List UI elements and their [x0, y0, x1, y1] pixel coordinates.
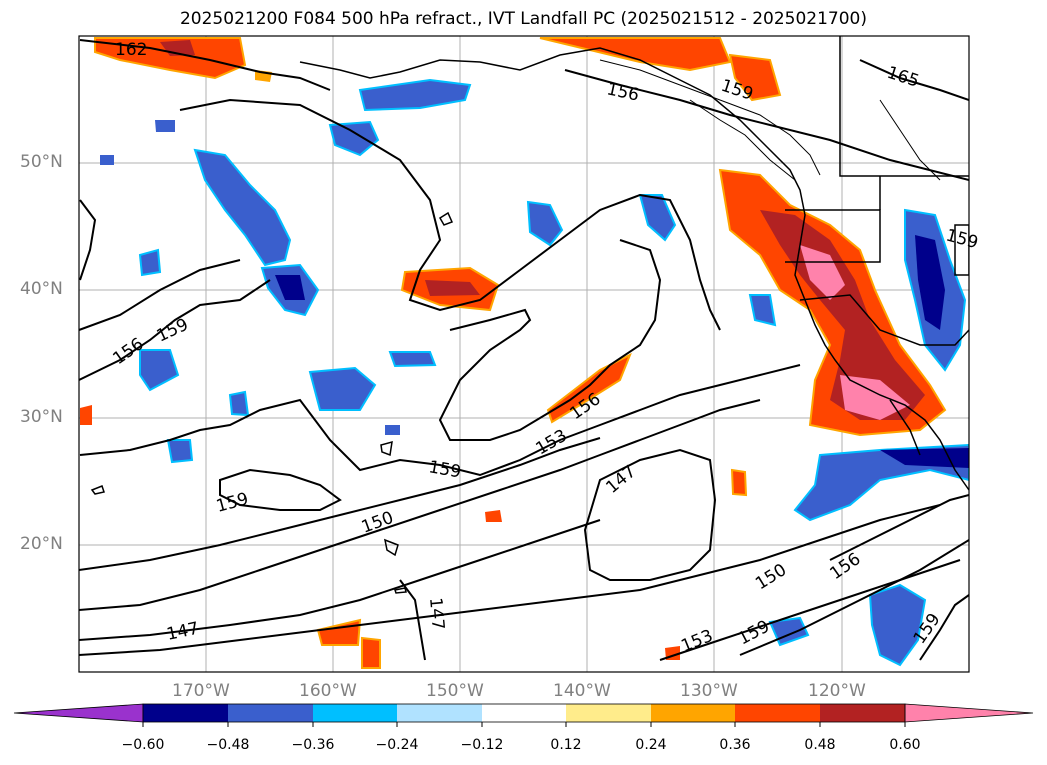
colorbar-segment [735, 704, 820, 722]
lat-label: 20°N [20, 534, 63, 554]
colorbar-tick-label: 0.24 [635, 737, 667, 753]
refractivity-contours [79, 39, 969, 661]
lat-label: 40°N [20, 279, 63, 299]
colorbar-segment [143, 704, 228, 722]
colorbar-tick-label: 0.12 [550, 737, 582, 753]
colorbar-segment [397, 704, 482, 722]
colorbar-tick-label: 0.60 [889, 737, 921, 753]
colorbar-tick-label: −0.24 [375, 737, 419, 753]
colorbar-ticks [142, 722, 906, 727]
colorbar-tick-label: −0.60 [121, 737, 165, 753]
lon-label: 140°W [553, 681, 611, 701]
lon-label: 150°W [426, 681, 484, 701]
colorbar-segment [651, 704, 735, 722]
contour-label: 147 [425, 597, 448, 631]
colorbar-segment [228, 704, 313, 722]
map-title: 2025021200 F084 500 hPa refract., IVT La… [179, 9, 867, 29]
colorbar-segment [482, 704, 566, 722]
colorbar-tick-label: 0.36 [719, 737, 751, 753]
coastline-detail [599, 59, 941, 181]
islands [90, 211, 454, 594]
positive-anomaly-regions [80, 37, 947, 669]
colorbar-tick-label: −0.36 [291, 737, 335, 753]
colorbar [13, 703, 1034, 727]
map-area [79, 36, 969, 672]
colorbar-segment [313, 704, 397, 722]
lon-label: 130°W [680, 681, 738, 701]
contour-label: 162 [115, 40, 147, 60]
lat-label: 50°N [20, 152, 63, 172]
colorbar-tick-label: −0.12 [460, 737, 504, 753]
colorbar-segment [904, 703, 1034, 723]
colorbar-frame [142, 703, 906, 723]
colorbar-segment [820, 704, 905, 722]
lon-label: 160°W [299, 681, 357, 701]
colorbar-tick-label: 0.48 [804, 737, 836, 753]
colorbar-tick-label: −0.48 [206, 737, 250, 753]
lat-label: 30°N [20, 407, 63, 427]
map-border [78, 35, 970, 673]
lon-label: 170°W [172, 681, 230, 701]
colorbar-segment [566, 704, 651, 722]
lon-label: 120°W [808, 681, 866, 701]
colorbar-segment [13, 703, 144, 723]
